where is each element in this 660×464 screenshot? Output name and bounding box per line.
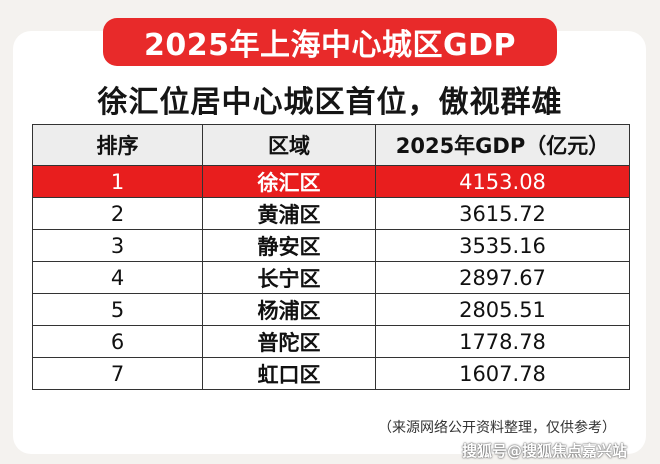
district-cell: 静安区 <box>202 229 376 262</box>
gdp-cell: 3535.16 <box>375 229 630 262</box>
rank-cell: 6 <box>32 325 203 358</box>
header-gdp: 2025年GDP（亿元） <box>375 124 630 166</box>
rank-cell: 4 <box>32 261 203 294</box>
gdp-cell: 3615.72 <box>375 197 630 230</box>
rank-cell: 7 <box>32 357 203 390</box>
title-banner: 2025年上海中心城区GDP <box>103 18 557 66</box>
table-row: 4 长宁区 2897.67 <box>32 261 630 294</box>
rank-cell: 3 <box>32 229 203 262</box>
gdp-cell: 2805.51 <box>375 293 630 326</box>
gdp-cell: 4153.08 <box>375 165 630 198</box>
source-note: （来源网络公开资料整理，仅供参考） <box>378 420 616 436</box>
gdp-cell: 1607.78 <box>375 357 630 390</box>
district-cell: 徐汇区 <box>202 165 376 198</box>
gdp-table: 排序 区域 2025年GDP（亿元） 1 徐汇区 4153.08 2 黄浦区 3… <box>32 124 630 390</box>
gdp-cell: 2897.67 <box>375 261 630 294</box>
table-row: 6 普陀区 1778.78 <box>32 325 630 358</box>
table-header-row: 排序 区域 2025年GDP（亿元） <box>32 124 630 166</box>
district-cell: 黄浦区 <box>202 197 376 230</box>
rank-cell: 1 <box>32 165 203 198</box>
watermark: 搜狐号@搜狐焦点嘉兴站 <box>462 442 628 460</box>
table-row: 3 静安区 3535.16 <box>32 229 630 262</box>
district-cell: 普陀区 <box>202 325 376 358</box>
district-cell: 长宁区 <box>202 261 376 294</box>
table-row: 1 徐汇区 4153.08 <box>32 165 630 198</box>
rank-cell: 2 <box>32 197 203 230</box>
district-cell: 杨浦区 <box>202 293 376 326</box>
header-rank: 排序 <box>32 124 203 166</box>
gdp-cell: 1778.78 <box>375 325 630 358</box>
table-row: 2 黄浦区 3615.72 <box>32 197 630 230</box>
table-row: 5 杨浦区 2805.51 <box>32 293 630 326</box>
header-district: 区域 <box>202 124 376 166</box>
subtitle: 徐汇位居中心城区首位，傲视群雄 <box>97 85 563 120</box>
district-cell: 虹口区 <box>202 357 376 390</box>
table-row: 7 虹口区 1607.78 <box>32 357 630 390</box>
rank-cell: 5 <box>32 293 203 326</box>
